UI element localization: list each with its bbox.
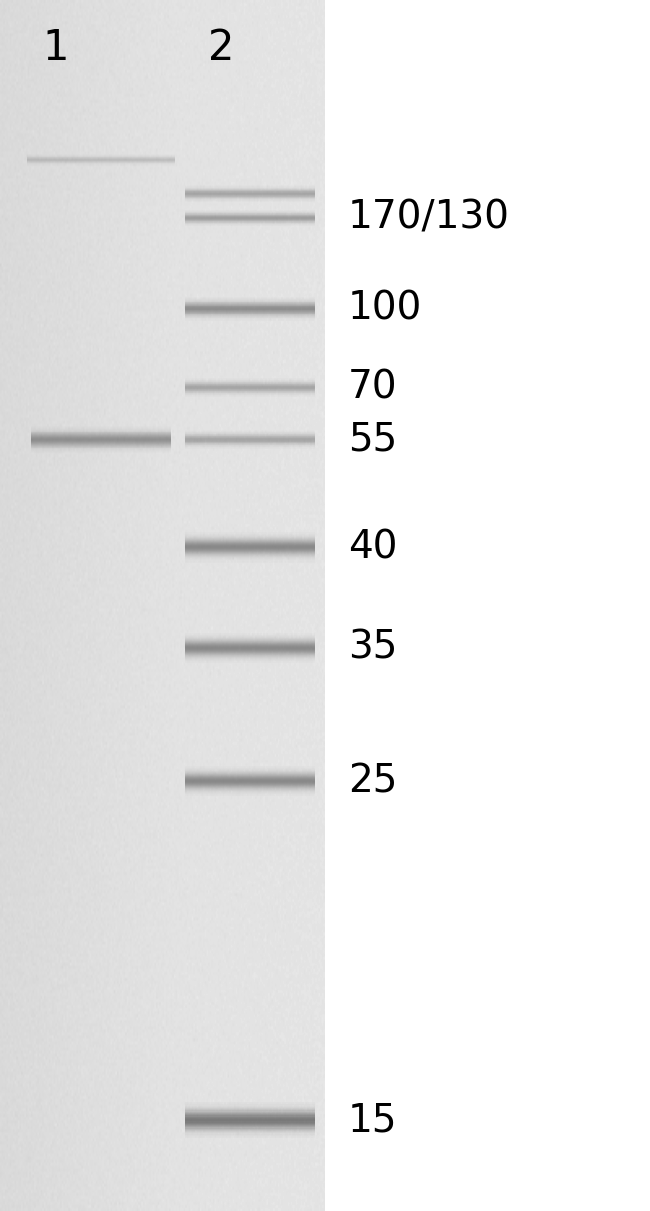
Bar: [185, 1120, 315, 1121]
Bar: [185, 1106, 315, 1107]
Text: 100: 100: [348, 289, 422, 328]
Text: 170/130: 170/130: [348, 199, 510, 237]
Text: 70: 70: [348, 368, 397, 407]
Bar: [185, 1123, 315, 1124]
Bar: [185, 1113, 315, 1114]
Bar: [185, 1114, 315, 1115]
Bar: [185, 1117, 315, 1118]
Bar: [185, 1108, 315, 1109]
Bar: [185, 1136, 315, 1137]
Text: 15: 15: [348, 1101, 397, 1140]
Bar: [185, 1102, 315, 1103]
Bar: [185, 1103, 315, 1104]
Bar: [185, 1131, 315, 1132]
Bar: [185, 1135, 315, 1136]
Bar: [185, 1126, 315, 1127]
Bar: [185, 1110, 315, 1112]
Bar: [185, 1118, 315, 1119]
Bar: [185, 1119, 315, 1120]
Bar: [185, 1127, 315, 1129]
Text: 25: 25: [348, 762, 397, 800]
Text: 2: 2: [208, 28, 234, 69]
Bar: [185, 1133, 315, 1135]
Bar: [185, 1104, 315, 1106]
Bar: [185, 1125, 315, 1126]
Text: 40: 40: [348, 528, 397, 567]
Text: 55: 55: [348, 420, 397, 459]
Bar: [185, 1137, 315, 1138]
Text: 1: 1: [42, 28, 68, 69]
Text: 35: 35: [348, 629, 397, 667]
Bar: [185, 1107, 315, 1108]
Bar: [185, 1112, 315, 1113]
Bar: [185, 1115, 315, 1117]
Bar: [185, 1121, 315, 1123]
Bar: [185, 1129, 315, 1130]
Bar: [185, 1109, 315, 1110]
Bar: [185, 1124, 315, 1125]
